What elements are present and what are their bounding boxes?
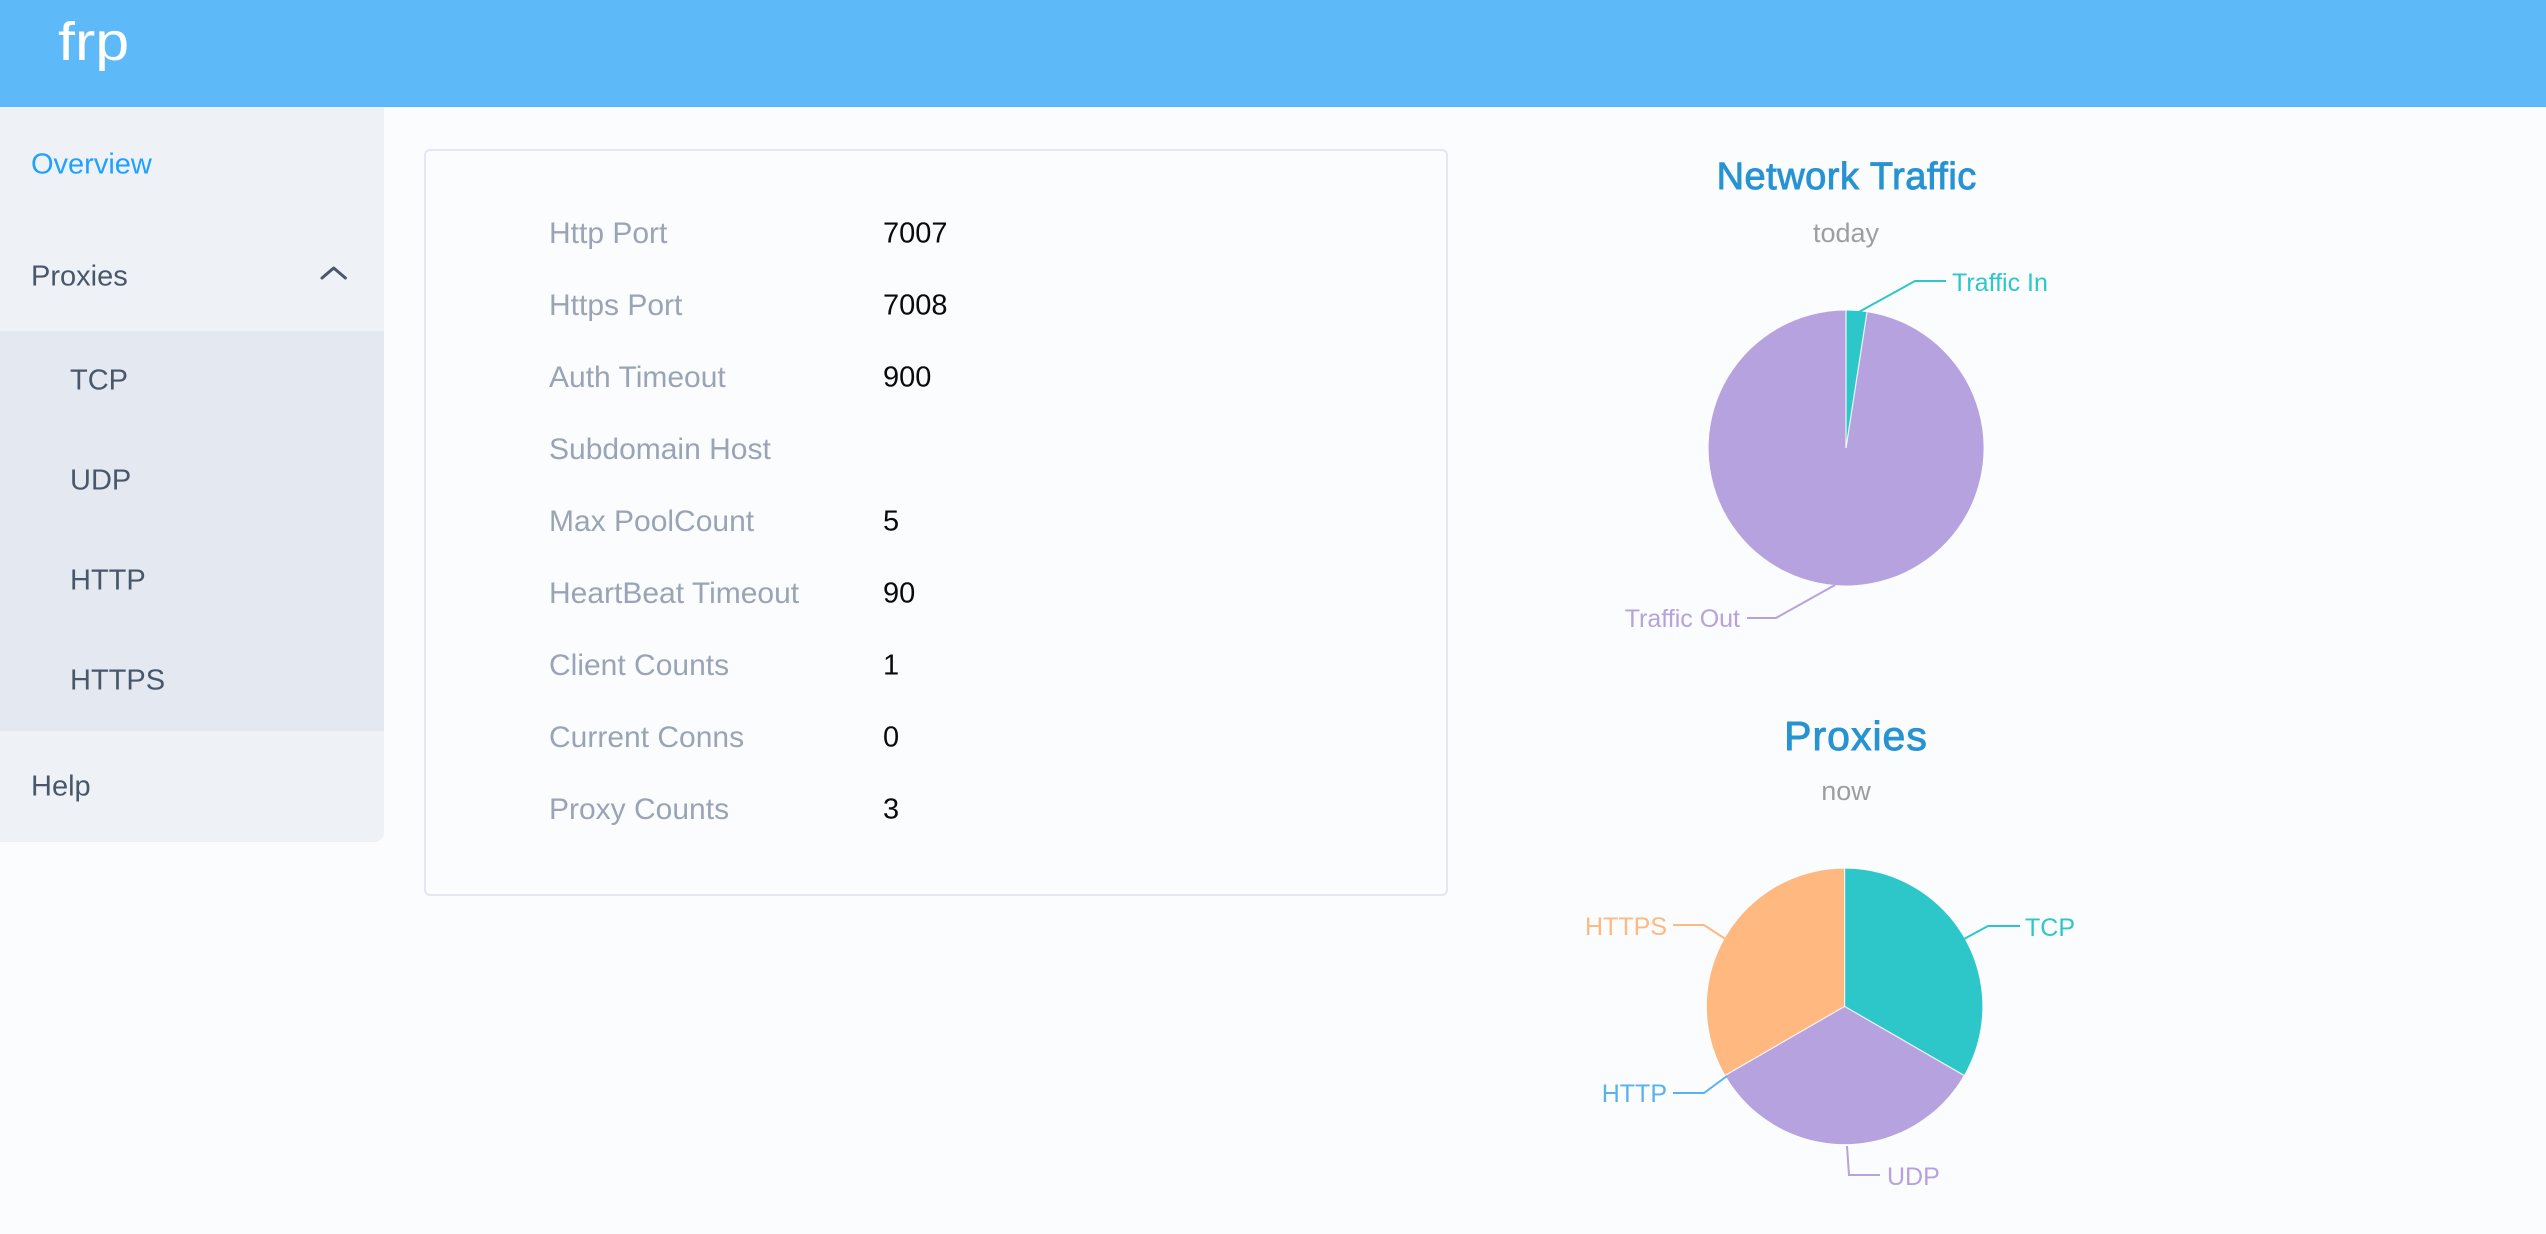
svg-text:HTTP: HTTP bbox=[1602, 1080, 1667, 1108]
svg-text:HTTPS: HTTPS bbox=[1585, 913, 1667, 941]
svg-text:Network Traffic: Network Traffic bbox=[1717, 156, 1977, 198]
svg-text:UDP: UDP bbox=[1887, 1163, 1940, 1191]
svg-text:today: today bbox=[1813, 218, 1880, 248]
svg-text:now: now bbox=[1821, 776, 1871, 806]
svg-text:Traffic Out: Traffic Out bbox=[1625, 605, 1740, 633]
svg-text:Proxies: Proxies bbox=[1784, 713, 1928, 759]
svg-text:Traffic In: Traffic In bbox=[1952, 269, 2048, 297]
svg-text:TCP: TCP bbox=[2025, 914, 2075, 942]
